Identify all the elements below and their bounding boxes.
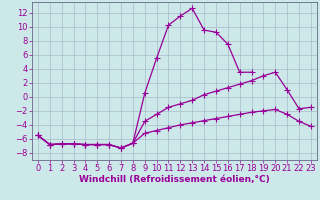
X-axis label: Windchill (Refroidissement éolien,°C): Windchill (Refroidissement éolien,°C) (79, 175, 270, 184)
